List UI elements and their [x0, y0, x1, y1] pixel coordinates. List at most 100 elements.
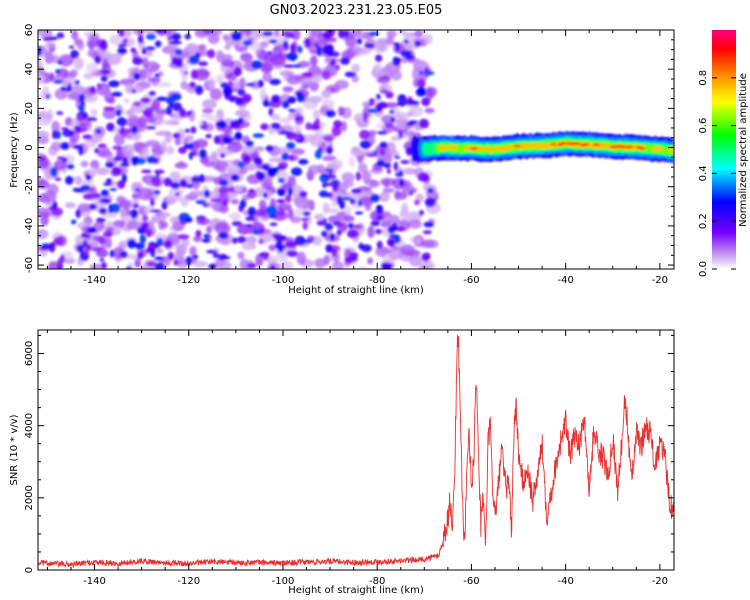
noise-blob [262, 72, 273, 83]
noise-blob [221, 59, 235, 67]
noise-blob [103, 182, 112, 186]
noise-blob [267, 51, 273, 55]
noise-blob [194, 138, 208, 149]
noise-blob [414, 237, 422, 245]
noise-blob [143, 113, 155, 118]
noise-blob [321, 89, 332, 99]
noise-blob [393, 161, 399, 172]
noise-blob [267, 167, 280, 175]
noise-blob [394, 155, 401, 159]
noise-blob [276, 249, 288, 263]
noise-blob [390, 69, 402, 81]
noise-blob [156, 96, 168, 102]
noise-blob [168, 188, 185, 195]
noise-blob [401, 202, 409, 216]
noise-blob [38, 130, 50, 141]
noise-blob [408, 191, 414, 196]
noise-blob [83, 93, 93, 100]
band-blob [625, 145, 633, 149]
noise-blob [235, 109, 250, 118]
noise-blob [157, 82, 172, 88]
noise-blob [68, 45, 75, 49]
noise-blob [393, 57, 402, 64]
noise-blob [52, 200, 58, 210]
noise-blob [427, 187, 434, 194]
noise-blob [411, 67, 422, 81]
colorbar-ticks: 0.0 0.2 0.4 0.6 0.8 [698, 70, 736, 277]
noise-blob [424, 197, 436, 208]
noise-blob [387, 239, 396, 247]
noise-blob [206, 225, 213, 234]
noise-blob [107, 97, 116, 104]
noise-blob [270, 55, 287, 67]
noise-blob [282, 86, 294, 93]
noise-blob [190, 69, 198, 80]
noise-blob [334, 221, 344, 227]
y-tick-label: -60 [24, 257, 35, 273]
noise-blob [167, 251, 175, 261]
x-tick-label: -140 [83, 275, 106, 286]
noise-blob [147, 77, 161, 83]
noise-blob [56, 111, 64, 115]
noise-blob [251, 60, 263, 69]
noise-blob [181, 238, 190, 248]
noise-blob [280, 260, 294, 269]
noise-blob [116, 117, 128, 127]
spectrogram-frame [37, 29, 675, 270]
spectrogram-signal-band [411, 130, 674, 164]
noise-blob [407, 219, 422, 229]
snr-frame [37, 329, 675, 571]
snr-x-axis-label: Height of straight line (km) [288, 585, 424, 596]
noise-blob [109, 249, 115, 258]
noise-blob [186, 134, 194, 141]
noise-blob [178, 146, 187, 154]
noise-blob [105, 221, 115, 229]
noise-blob [277, 177, 285, 183]
noise-blob [252, 133, 265, 138]
noise-blob [288, 154, 295, 162]
noise-blob [71, 30, 79, 40]
noise-blob [158, 220, 166, 231]
noise-blob [94, 147, 100, 154]
noise-blob [86, 227, 97, 234]
noise-blob [50, 72, 55, 82]
noise-blob [227, 141, 243, 153]
noise-blob [60, 142, 70, 150]
noise-blob [242, 93, 252, 103]
noise-blob [358, 162, 368, 173]
noise-blob [50, 167, 58, 177]
noise-blob [99, 198, 111, 204]
noise-blob [88, 34, 100, 41]
band-blob [451, 145, 458, 151]
noise-blob [282, 100, 290, 109]
noise-blob [415, 88, 427, 97]
noise-blob [170, 182, 180, 190]
noise-blob [73, 57, 84, 70]
noise-blob [426, 87, 438, 97]
noise-blob [220, 82, 229, 89]
noise-blob [265, 145, 274, 152]
noise-blob [400, 244, 415, 256]
noise-blob [216, 50, 224, 63]
noise-blob [257, 79, 264, 88]
noise-blob [376, 130, 388, 135]
noise-blob [262, 31, 274, 37]
spectrogram-noise-layer [38, 30, 441, 269]
noise-blob [105, 226, 114, 233]
noise-blob [266, 256, 278, 264]
noise-blob [361, 244, 372, 253]
noise-blob [219, 153, 226, 158]
noise-blob [100, 189, 109, 197]
noise-blob [328, 170, 333, 177]
noise-blob [156, 237, 164, 247]
noise-blob [172, 132, 181, 139]
noise-blob [364, 43, 375, 49]
noise-blob [368, 98, 376, 104]
noise-blob [302, 221, 308, 230]
noise-blob [375, 228, 383, 235]
noise-blob [56, 32, 65, 39]
noise-blob [99, 40, 108, 51]
noise-blob [290, 43, 296, 53]
noise-blob [392, 177, 407, 190]
noise-blob [389, 109, 395, 114]
